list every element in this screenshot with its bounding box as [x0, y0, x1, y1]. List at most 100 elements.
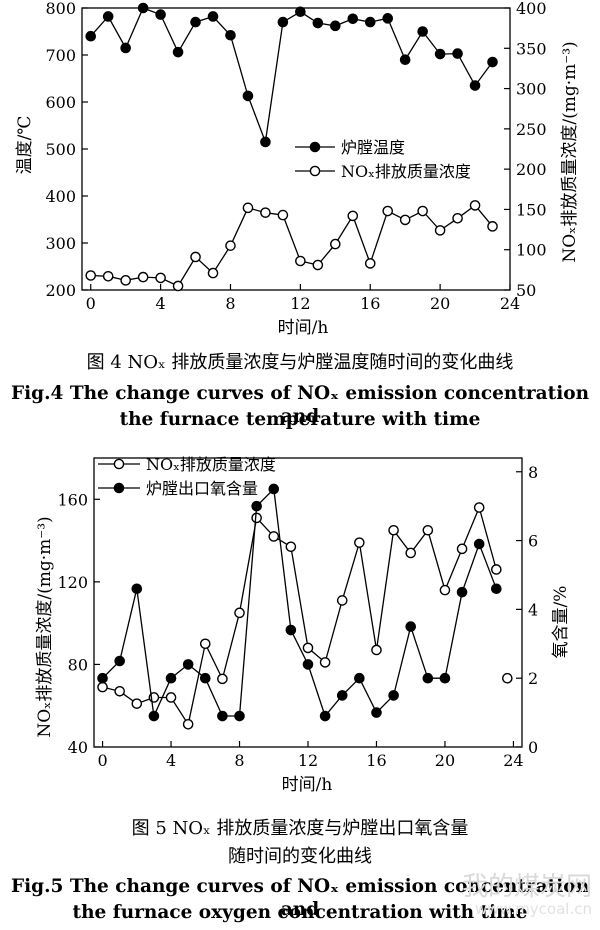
c2-series-0-point [199, 638, 211, 650]
c2-series-1-point [354, 672, 365, 684]
c1-series-0-point [120, 42, 131, 54]
fig4-caption-zh: 图 4 NOₓ 排放质量浓度与炉膛温度随时间的变化曲线 [86, 352, 514, 373]
c1-series-1-point [85, 270, 97, 281]
c2-series-1-point [473, 538, 485, 550]
c2-series-1-point [439, 672, 451, 684]
c2-series-0-line [102, 505, 497, 726]
c2-series-1-point [148, 710, 160, 722]
c2-x-tick-label: 12 [298, 751, 318, 770]
c2-series-1-point [182, 659, 194, 670]
c2-y-right-tick-label: 0 [528, 738, 538, 757]
c1-series-0-point [347, 13, 359, 25]
c1-y-left-label: 温度/℃ [15, 116, 35, 175]
c1-y-right-tick-label: 50 [516, 281, 536, 300]
c1-legend-label-1: NOₓ排放质量浓度 [341, 162, 471, 181]
c2-series-0-point [354, 537, 365, 548]
c1-series-1-point [102, 271, 114, 282]
c1-series-1-point [487, 221, 498, 232]
c2-series-0-point [371, 644, 382, 656]
fig4-caption-en-line2: the furnace temperature with time [119, 409, 481, 430]
c2-x-tick-label: 16 [366, 751, 386, 770]
c1-y-left-tick-label: 200 [45, 281, 76, 300]
c2-y-left-tick-label: 160 [57, 490, 88, 509]
c2-series-1-point [388, 690, 399, 701]
c2-x-tick-label: 4 [166, 751, 176, 770]
c2-series-0-point [405, 547, 417, 559]
c2-series-1-point [336, 690, 348, 701]
c2-series-0-point [285, 541, 297, 553]
c2-x-tick-label: 24 [503, 751, 523, 770]
c1-y-right-tick-label: 300 [516, 80, 547, 99]
c1-series-1-point [172, 280, 184, 292]
c2-series-0-point [456, 543, 468, 555]
c2-series-0-point [131, 698, 143, 709]
c2-series-0-point [336, 595, 348, 606]
c2-y-right-tick-label: 2 [528, 669, 538, 688]
c1-series-1-point [399, 214, 411, 226]
c1-series-1-point [417, 205, 428, 217]
c1-x-tick-label: 24 [500, 294, 520, 313]
c2-series-1-point [131, 583, 143, 595]
c1-series-0-point [260, 136, 271, 148]
c1-series-1-point [364, 258, 376, 269]
c1-series-0-point [312, 17, 324, 29]
c1-legend-marker-0 [309, 141, 321, 153]
c2-series-0-point [165, 692, 177, 703]
c1-series-1-line [90, 204, 493, 287]
c1-y-left-tick-label: 500 [45, 140, 76, 159]
c1-series-1-point [382, 205, 394, 217]
c2-series-0-point [473, 502, 485, 513]
c1-series-1-point [207, 267, 219, 279]
c2-series-1-point [405, 621, 417, 632]
c2-series-1-point [251, 500, 262, 512]
c2-series-0-point [439, 584, 451, 596]
c2-series-1-point [165, 672, 177, 684]
c1-legend-label-0: 炉膛温度 [341, 138, 405, 157]
c2-x-tick-label: 8 [234, 751, 244, 770]
c1-x-tick-label: 4 [156, 294, 166, 313]
c1-series-1-point [347, 210, 359, 222]
c1-series-0-point [102, 11, 114, 22]
c1-series-1-point [434, 225, 446, 236]
c2-series-0-point [388, 524, 399, 536]
c2-plot-frame [93, 457, 523, 748]
c1-y-left-tick-label: 300 [45, 234, 76, 253]
c2-y-right-label: 氧含量/% [551, 586, 571, 659]
c2-series-1-point [422, 672, 434, 684]
c2-y-right-tick-label: 8 [528, 463, 538, 482]
c1-y-right-tick-label: 250 [516, 120, 547, 139]
c1-y-right-tick-label: 100 [516, 241, 547, 260]
c2-series-0-point [234, 607, 245, 619]
c1-series-0-point [172, 46, 184, 58]
c1-series-0-point [137, 2, 149, 14]
fig5-caption-zh-line2: 随时间的变化曲线 [228, 846, 372, 867]
c1-series-0-point [330, 20, 341, 32]
fig5-caption-en-line2: the furnace oxygen concentration with ti… [72, 902, 528, 923]
c1-series-1-point [137, 271, 149, 283]
c1-series-1-point [120, 275, 131, 286]
c1-y-right-tick-label: 400 [516, 0, 547, 18]
c1-series-0-point [382, 13, 394, 24]
c1-series-0-point [452, 48, 463, 59]
c2-series-1-point [371, 707, 382, 718]
c2-y-left-tick-label: 40 [68, 738, 88, 757]
c1-x-tick-label: 20 [430, 294, 450, 313]
c2-series-1-point [97, 672, 108, 684]
c1-series-0-point [207, 11, 219, 22]
c1-y-right-label: NOₓ排放质量浓度/(mg·m⁻³) [560, 41, 580, 262]
c1-y-right-tick-label: 150 [516, 200, 547, 219]
c2-y-left-tick-label: 120 [57, 573, 88, 592]
c1-x-tick-label: 0 [86, 294, 96, 313]
c1-series-1-point [330, 238, 341, 250]
c2-x-label: 时间/h [282, 775, 333, 795]
c2-y-right-tick-label: 6 [528, 532, 538, 551]
c2-series-1-point [319, 710, 331, 722]
fig5-caption-zh-line1: 图 5 NOₓ 排放质量浓度与炉膛出口氧含量 [131, 818, 469, 839]
c1-series-0-point [242, 90, 254, 102]
c1-x-label: 时间/h [278, 318, 329, 338]
c1-series-1-point [312, 259, 324, 271]
c1-series-0-point [225, 29, 236, 41]
watermark-url: www.mycoal.cn [475, 900, 592, 918]
c1-y-left-tick-label: 600 [45, 93, 76, 112]
c2-series-1-point [199, 672, 211, 684]
